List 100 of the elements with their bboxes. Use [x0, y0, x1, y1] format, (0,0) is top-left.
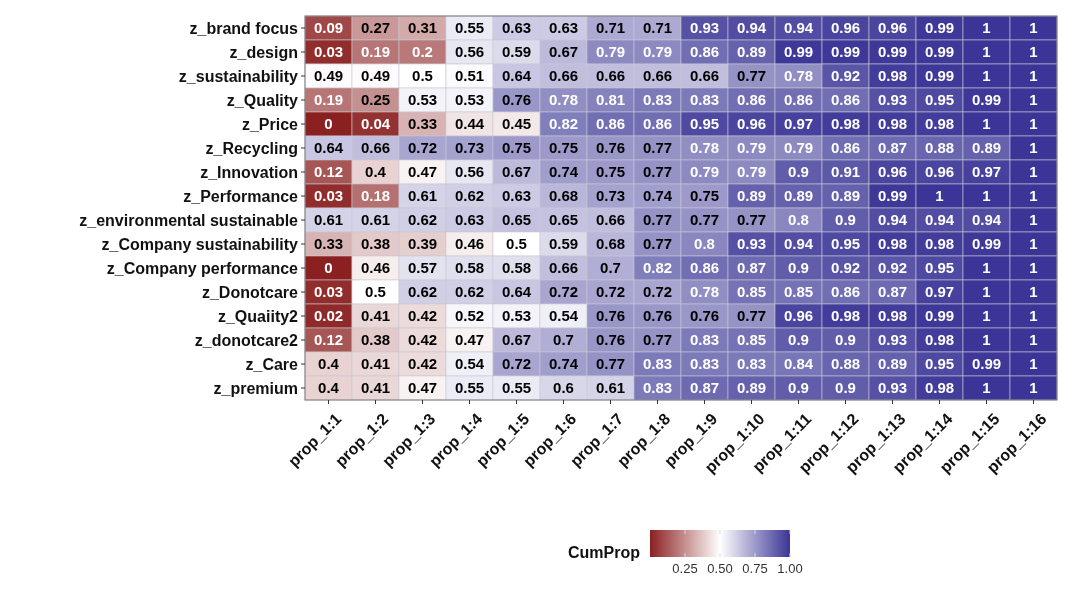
data-label: 1: [1029, 43, 1038, 61]
data-label: 1: [982, 67, 991, 85]
data-label: 0.93: [689, 19, 720, 37]
data-label: 0.77: [642, 235, 673, 253]
color-bar-label: 0.50: [707, 561, 733, 576]
data-label: 1: [1029, 115, 1038, 133]
data-label: 0.75: [548, 139, 579, 157]
data-label: 0.73: [595, 187, 626, 205]
data-label: 0.79: [736, 163, 767, 181]
data-label: 0.47: [454, 331, 485, 349]
data-label: 0.9: [788, 331, 809, 349]
data-label: 0.94: [877, 211, 908, 229]
data-label: 1: [1029, 163, 1038, 181]
data-label: 1: [982, 259, 991, 277]
data-label: 0.61: [360, 211, 391, 229]
data-label: 0.71: [595, 19, 626, 37]
data-label: 0.84: [783, 355, 814, 373]
data-label: 0.66: [548, 67, 579, 85]
data-label: 0.78: [689, 139, 720, 157]
data-label: 1: [1029, 91, 1038, 109]
y-tick-label: z_Price: [241, 115, 299, 133]
color-bar-label: 0.25: [672, 561, 698, 576]
data-label: 0.66: [689, 67, 720, 85]
data-label: 1: [982, 43, 991, 61]
data-label: 0.41: [360, 355, 391, 373]
data-label: 0.74: [642, 187, 673, 205]
data-label: 0.47: [407, 163, 438, 181]
data-label: 0.78: [548, 91, 579, 109]
data-label: 0.53: [454, 91, 485, 109]
data-label: 0.87: [689, 379, 720, 397]
data-label: 0.63: [501, 187, 532, 205]
data-label: 0.5: [412, 67, 433, 85]
data-label: 0.76: [595, 139, 626, 157]
data-label: 0.86: [689, 43, 720, 61]
data-label: 0.61: [313, 211, 344, 229]
data-label: 0.31: [407, 19, 438, 37]
data-label: 0.96: [924, 163, 955, 181]
data-label: 0.74: [548, 163, 579, 181]
data-label: 0.77: [736, 67, 767, 85]
data-label: 0.99: [830, 43, 861, 61]
data-label: 0.57: [407, 259, 438, 277]
data-label: 0.62: [407, 211, 438, 229]
y-tick-label: z_Performance: [183, 187, 299, 205]
data-label: 0.89: [783, 187, 814, 205]
data-label: 0.94: [924, 211, 955, 229]
data-label: 0.97: [971, 163, 1002, 181]
data-label: 0.63: [454, 211, 485, 229]
data-label: 0.94: [736, 19, 767, 37]
data-label: 0.66: [360, 139, 391, 157]
data-label: 0.56: [454, 163, 485, 181]
data-label: 0.78: [783, 67, 814, 85]
data-label: 1: [982, 379, 991, 397]
data-label: 1: [1029, 355, 1038, 373]
data-label: 0.99: [971, 235, 1002, 253]
data-label: 0: [324, 259, 333, 277]
data-label: 1: [1029, 307, 1038, 325]
data-label: 0.55: [454, 19, 485, 37]
data-label: 0.4: [365, 163, 387, 181]
data-label: 0.63: [548, 19, 579, 37]
data-label: 0.93: [877, 91, 908, 109]
data-label: 0.7: [553, 331, 574, 349]
data-label: 0.9: [835, 379, 856, 397]
data-label: 0.76: [595, 307, 626, 325]
data-label: 0.52: [454, 307, 485, 325]
data-label: 0.79: [736, 139, 767, 157]
data-label: 0.4: [318, 355, 340, 373]
data-label: 0.83: [689, 91, 720, 109]
data-label: 0.64: [501, 67, 532, 85]
data-label: 0.53: [501, 307, 532, 325]
data-label: 0.67: [501, 331, 532, 349]
y-tick-label: z_Donotcare: [201, 283, 299, 301]
data-label: 0.38: [360, 331, 391, 349]
y-tick-label: z_Innovation: [200, 163, 298, 181]
data-label: 0.99: [877, 187, 908, 205]
data-label: 0.86: [689, 259, 720, 277]
data-label: 0.92: [830, 67, 861, 85]
data-label: 0.77: [736, 211, 767, 229]
data-label: 0.88: [924, 139, 955, 157]
data-label: 0.58: [501, 259, 532, 277]
y-tick-label: z_Company sustainability: [101, 235, 299, 253]
data-label: 0.59: [548, 235, 579, 253]
data-label: 0.75: [501, 139, 532, 157]
data-label: 0.49: [313, 67, 344, 85]
y-tick-label: z_design: [229, 43, 298, 61]
data-label: 0.79: [642, 43, 673, 61]
data-label: 0.96: [877, 19, 908, 37]
data-label: 0.63: [501, 19, 532, 37]
data-label: 0.98: [924, 331, 955, 349]
data-label: 0.99: [924, 19, 955, 37]
data-label: 0.62: [454, 187, 485, 205]
data-label: 0.85: [736, 331, 767, 349]
data-label: 1: [982, 283, 991, 301]
data-label: 0.64: [501, 283, 532, 301]
data-label: 0.9: [835, 211, 856, 229]
data-label: 0.83: [642, 91, 673, 109]
data-label: 0.82: [548, 115, 579, 133]
data-label: 0.73: [454, 139, 485, 157]
data-label: 0.96: [736, 115, 767, 133]
data-label: 1: [1029, 235, 1038, 253]
data-label: 0.89: [830, 187, 861, 205]
